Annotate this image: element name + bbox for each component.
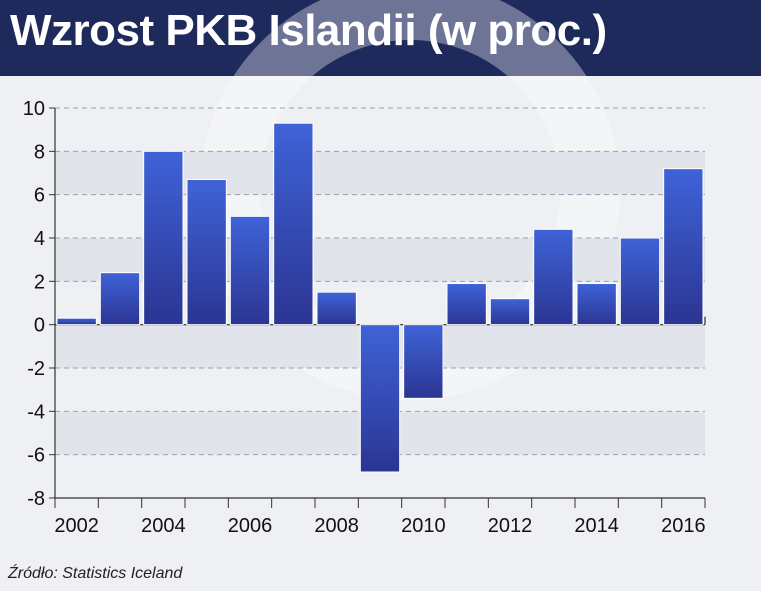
bar-2014 [576, 283, 617, 326]
bar-2008 [316, 291, 357, 326]
bar-2010 [403, 324, 444, 399]
y-tick-label: 10 [23, 98, 45, 120]
bar-2005 [186, 179, 227, 326]
x-tick-label: 2012 [488, 515, 533, 537]
y-tick-label: -8 [27, 488, 45, 510]
bar-2003 [99, 272, 141, 326]
y-tick-label: 2 [34, 271, 45, 293]
bar-2007 [273, 122, 314, 326]
x-tick-label: 2014 [574, 515, 619, 537]
bar-2011 [446, 283, 487, 326]
x-tick-label: 2006 [228, 515, 273, 537]
bar-2013 [533, 228, 574, 326]
y-tick-label: 0 [34, 315, 45, 337]
bar-2015 [619, 237, 661, 326]
title-bar: Wzrost PKB Islandii (w proc.) [0, 0, 761, 76]
x-tick-label: 2002 [54, 515, 99, 537]
chart-title: Wzrost PKB Islandii (w proc.) [10, 6, 607, 55]
bar-2009 [359, 324, 401, 473]
bar-2004 [143, 150, 184, 326]
bar-2012 [489, 298, 531, 326]
bar-2002 [56, 317, 97, 326]
y-tick-label: -4 [27, 401, 45, 423]
y-tick-label: -2 [27, 358, 45, 380]
y-tick-label: -6 [27, 445, 45, 467]
source-note: Źródło: Statistics Iceland [8, 565, 183, 582]
x-tick-label: 2016 [661, 515, 706, 537]
x-tick-label: 2010 [401, 515, 446, 537]
bar-chart: 10 8 6 4 2 0 -2 -4 -6 -8 2002 2004 2006 2008 2010 2012… [23, 98, 706, 537]
y-tick-label: 4 [34, 228, 45, 250]
bar-2016 [663, 168, 704, 326]
bar-2006 [229, 215, 271, 326]
x-tick-label: 2004 [141, 515, 186, 537]
x-tick-label: 2008 [314, 515, 359, 537]
y-tick-label: 8 [34, 141, 45, 163]
y-tick-label: 6 [34, 185, 45, 207]
